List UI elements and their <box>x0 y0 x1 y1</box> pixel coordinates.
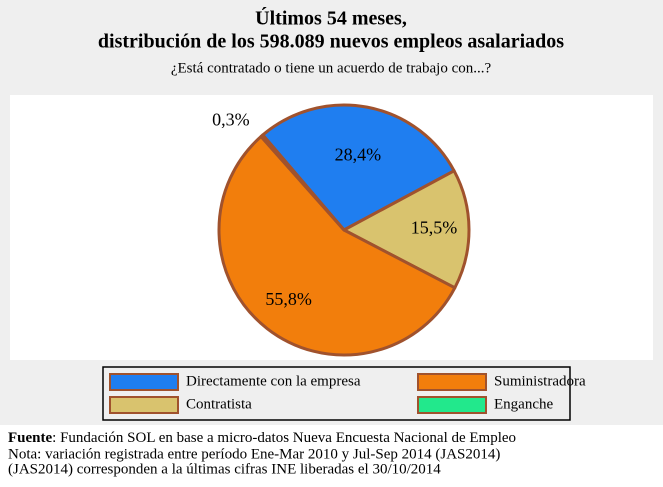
pie-slice <box>261 103 456 232</box>
legend-swatch <box>109 373 179 391</box>
legend <box>102 366 571 421</box>
chart-title: Últimos 54 meses, <box>255 6 407 30</box>
pie-slice <box>342 169 471 290</box>
pie-slice <box>217 134 457 357</box>
pie-slice <box>259 133 346 232</box>
legend-swatch <box>417 396 487 414</box>
data-label: 28,4% <box>335 144 382 164</box>
chart-subtitle: ¿Está contratado o tiene un acuerdo de t… <box>171 60 492 76</box>
legend-label: Contratista <box>186 396 252 412</box>
note: Nota: variación registrada entre período… <box>8 446 500 462</box>
source: Fuente: Fundación SOL en base a micro-da… <box>8 430 516 446</box>
source-label: Fuente <box>8 430 53 446</box>
legend-swatch <box>109 396 179 414</box>
source-text: : Fundación SOL en base a micro-datos Nu… <box>52 430 516 446</box>
legend-label: Enganche <box>494 396 553 412</box>
legend-swatch <box>417 373 487 391</box>
chart-title: distribución de los 598.089 nuevos emple… <box>98 31 564 53</box>
data-label: 15,5% <box>411 218 458 238</box>
data-label: 55,8% <box>265 289 312 309</box>
data-label: 0,3% <box>212 110 250 130</box>
legend-label: Directamente con la empresa <box>186 373 361 389</box>
legend-label: Suministradora <box>494 373 586 389</box>
note: (JAS2014) corresponden a la últimas cifr… <box>8 461 441 477</box>
